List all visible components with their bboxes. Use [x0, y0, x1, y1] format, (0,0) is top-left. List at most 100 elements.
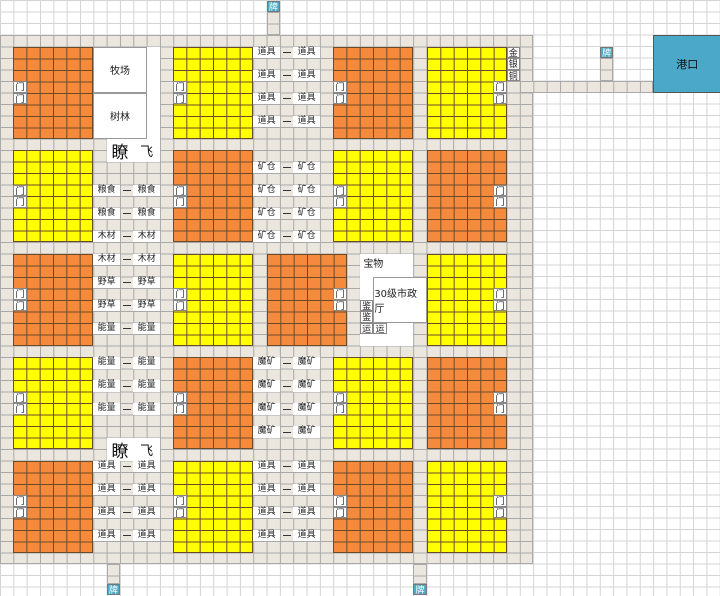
sign-bottom-left[interactable]: 牌 [106, 583, 120, 596]
zone-label[interactable]: 能量 [93, 322, 120, 334]
zone-label[interactable]: 能量 [133, 380, 160, 392]
zone-label[interactable]: 野草 [133, 276, 160, 288]
door-marker[interactable]: 门 [493, 184, 507, 197]
zone-label[interactable]: 魔矿 [293, 403, 320, 415]
door-marker[interactable]: 门 [173, 288, 187, 300]
door-marker[interactable]: 门 [333, 184, 347, 197]
door-marker[interactable]: 门 [333, 196, 347, 208]
zone-label[interactable]: 道具 [293, 46, 320, 58]
door-marker[interactable]: 门 [173, 81, 187, 93]
zone-label[interactable]: 矿仓 [253, 230, 280, 242]
zone-label[interactable]: 道具 [253, 460, 280, 472]
zone-label[interactable]: 魔矿 [253, 357, 280, 369]
zone-label[interactable]: 道具 [253, 529, 280, 541]
zone-label[interactable]: 道具 [293, 92, 320, 104]
zone-label[interactable]: 矿仓 [253, 161, 280, 173]
zone-label[interactable]: 道具 [293, 115, 320, 127]
city-hall-box[interactable]: 30级市政厅 [373, 276, 427, 323]
yellow-plot[interactable] [426, 253, 507, 346]
watchtower-bottom[interactable]: 瞭 [106, 437, 134, 462]
door-marker[interactable]: 门 [13, 184, 27, 197]
zone-label[interactable]: 魔矿 [293, 380, 320, 392]
zone-label[interactable]: 能量 [133, 403, 160, 415]
yellow-plot[interactable] [333, 150, 414, 242]
sign-bottom-right[interactable]: 牌 [413, 583, 427, 596]
zone-label[interactable]: 野草 [93, 299, 120, 311]
zone-label[interactable]: 道具 [253, 115, 280, 127]
zone-label[interactable]: 粮食 [93, 184, 120, 196]
orange-plot[interactable] [333, 460, 414, 553]
zone-label[interactable]: 粮食 [93, 207, 120, 219]
zone-label[interactable]: 道具 [293, 483, 320, 495]
zone-label[interactable]: 能量 [93, 357, 120, 369]
zone-label[interactable]: 道具 [253, 46, 280, 58]
harbor[interactable]: 港口 [653, 35, 720, 93]
zone-label[interactable]: 道具 [293, 460, 320, 472]
zone-label[interactable]: 木材 [93, 230, 120, 242]
door-marker[interactable]: 门 [493, 391, 507, 404]
door-marker[interactable]: 门 [333, 506, 347, 519]
door-marker[interactable]: 门 [173, 92, 187, 105]
door-marker[interactable]: 门 [173, 506, 187, 519]
zone-label[interactable]: 道具 [293, 69, 320, 81]
door-marker[interactable]: 门 [13, 196, 27, 208]
yellow-plot[interactable] [426, 46, 507, 139]
door-marker[interactable]: 门 [493, 288, 507, 300]
door-marker[interactable]: 门 [173, 196, 187, 208]
zone-label[interactable]: 木材 [133, 253, 160, 265]
zone-label[interactable]: 能量 [93, 380, 120, 392]
zone-label[interactable]: 矿仓 [253, 184, 280, 196]
zone-label[interactable]: 道具 [293, 506, 320, 518]
zone-label[interactable]: 野草 [133, 299, 160, 311]
door-marker[interactable]: 门 [333, 391, 347, 404]
door-marker[interactable]: 门 [333, 299, 347, 312]
sign-top[interactable]: 牌 [266, 0, 280, 13]
zone-label[interactable]: 道具 [253, 69, 280, 81]
door-marker[interactable]: 门 [13, 391, 27, 404]
zone-label[interactable]: 道具 [133, 483, 160, 495]
zone-label[interactable]: 矿仓 [253, 207, 280, 219]
zone-label[interactable]: 道具 [93, 529, 120, 541]
door-marker[interactable]: 门 [173, 299, 187, 312]
transport-label[interactable]: 运 [373, 322, 387, 335]
door-marker[interactable]: 门 [333, 288, 347, 300]
zone-label[interactable]: 魔矿 [253, 403, 280, 415]
door-marker[interactable]: 门 [173, 403, 187, 415]
zone-label[interactable]: 魔矿 [293, 426, 320, 438]
zone-label[interactable]: 道具 [133, 460, 160, 472]
zone-label[interactable]: 矿仓 [293, 207, 320, 219]
zone-label[interactable]: 矿仓 [293, 184, 320, 196]
zone-label[interactable]: 道具 [253, 92, 280, 104]
sign-right[interactable]: 牌 [599, 46, 614, 59]
zone-label[interactable]: 木材 [93, 253, 120, 265]
orange-plot[interactable] [426, 357, 507, 449]
zone-label[interactable]: 魔矿 [253, 426, 280, 438]
door-marker[interactable]: 门 [13, 506, 27, 519]
zone-label[interactable]: 粮食 [133, 207, 160, 219]
door-marker[interactable]: 门 [13, 403, 27, 415]
forest-box[interactable]: 树林 [93, 92, 147, 139]
zone-label[interactable]: 能量 [133, 357, 160, 369]
zone-label[interactable]: 道具 [253, 483, 280, 495]
zone-label[interactable]: 能量 [93, 403, 120, 415]
door-marker[interactable]: 门 [13, 81, 27, 93]
door-marker[interactable]: 门 [173, 495, 187, 507]
door-marker[interactable]: 门 [333, 403, 347, 415]
yellow-plot[interactable] [173, 46, 254, 139]
door-marker[interactable]: 门 [493, 506, 507, 519]
door-marker[interactable]: 门 [13, 495, 27, 507]
door-marker[interactable]: 门 [173, 184, 187, 197]
metal-label[interactable]: 铜 [506, 69, 520, 82]
fly-bottom[interactable]: 飞 [133, 437, 160, 461]
orange-plot[interactable] [426, 150, 507, 242]
zone-label[interactable]: 粮食 [133, 184, 160, 196]
metal-label[interactable]: 金 [506, 46, 520, 59]
zone-label[interactable]: 道具 [133, 529, 160, 541]
door-marker[interactable]: 门 [333, 495, 347, 507]
zone-label[interactable]: 道具 [133, 506, 160, 518]
door-marker[interactable]: 门 [333, 92, 347, 105]
appraise-label[interactable]: 鉴 [359, 299, 374, 312]
zone-label[interactable]: 能量 [133, 322, 160, 334]
zone-label[interactable]: 道具 [93, 506, 120, 518]
orange-plot[interactable] [266, 253, 347, 346]
